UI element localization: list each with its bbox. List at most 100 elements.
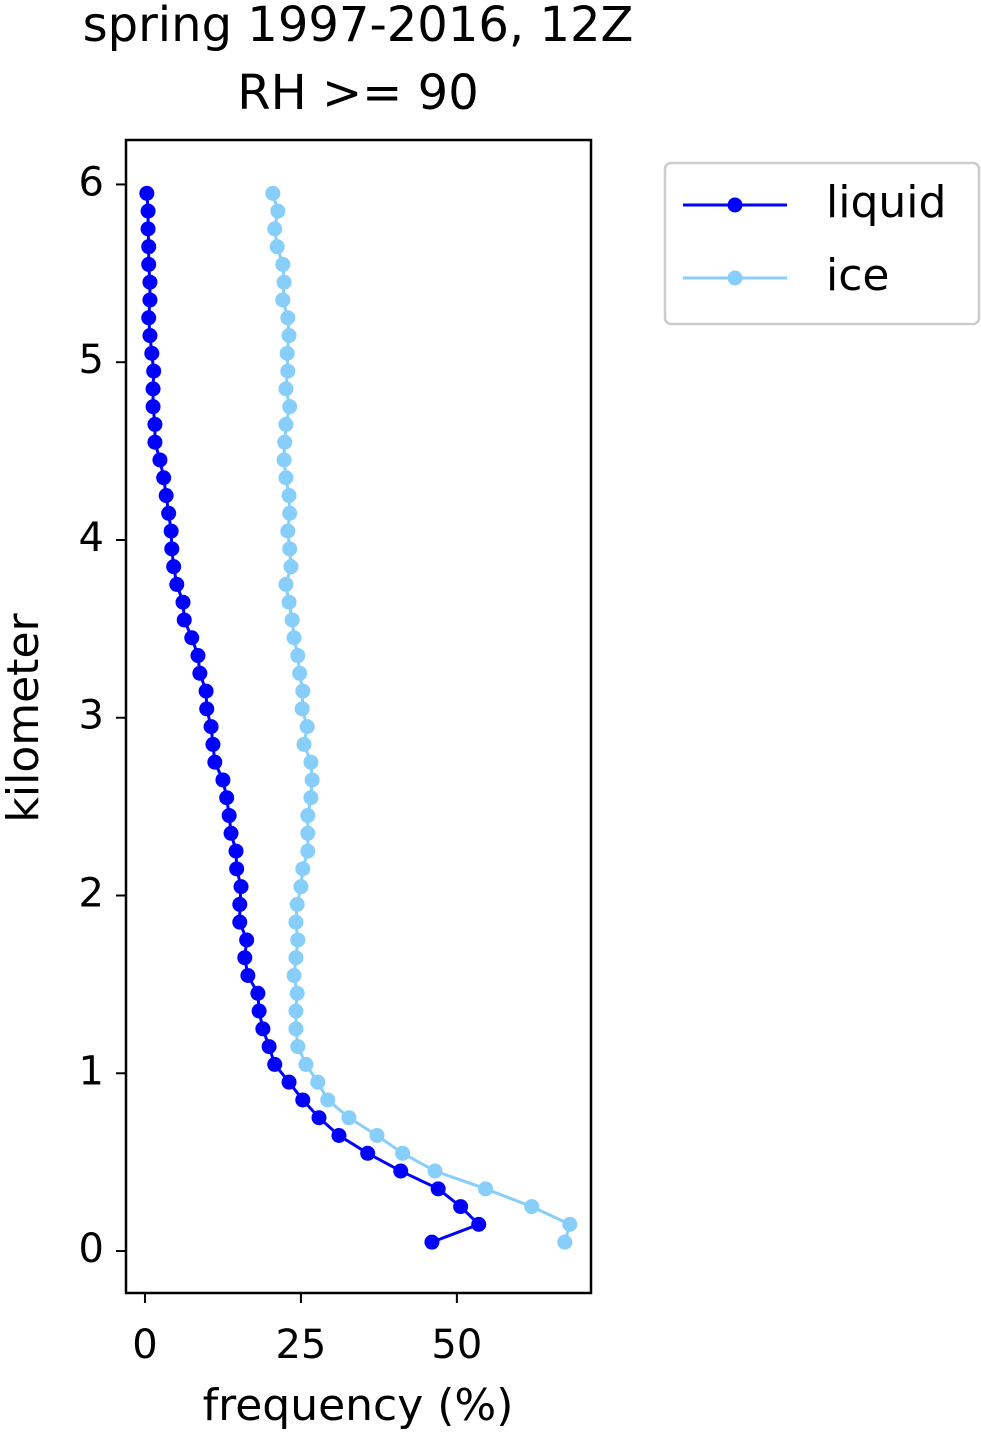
- data-point: [192, 665, 208, 681]
- data-point: [290, 1039, 306, 1055]
- x-tick-label: 25: [275, 1322, 326, 1368]
- data-point: [300, 825, 316, 841]
- y-tick-label: 1: [79, 1048, 104, 1094]
- data-point: [278, 416, 294, 432]
- data-point: [295, 683, 311, 699]
- data-point: [299, 719, 315, 735]
- data-point: [142, 328, 158, 344]
- data-point: [289, 985, 305, 1001]
- data-point: [175, 594, 191, 610]
- data-point: [141, 256, 157, 272]
- data-point: [430, 1181, 446, 1197]
- y-tick-label: 0: [79, 1226, 104, 1272]
- data-point: [156, 470, 172, 486]
- data-point: [295, 1092, 311, 1108]
- data-point: [240, 968, 256, 984]
- data-point: [140, 221, 156, 237]
- data-point: [294, 701, 310, 717]
- data-point: [239, 932, 255, 948]
- data-point: [141, 239, 157, 255]
- data-point: [281, 328, 297, 344]
- data-point: [424, 1234, 440, 1250]
- data-point: [145, 381, 161, 397]
- data-point: [250, 985, 266, 1001]
- data-point: [284, 612, 300, 628]
- data-point: [265, 185, 281, 201]
- data-point: [219, 790, 235, 806]
- plot-frame: [124, 138, 593, 1295]
- data-point: [282, 399, 298, 415]
- data-point: [255, 1021, 271, 1037]
- data-point: [166, 559, 182, 575]
- data-point: [221, 808, 237, 824]
- data-point: [289, 896, 305, 912]
- data-point: [147, 434, 163, 450]
- data-point: [471, 1216, 487, 1232]
- data-point: [286, 968, 302, 984]
- data-point: [281, 1074, 297, 1090]
- data-point: [145, 399, 161, 415]
- data-point: [207, 754, 223, 770]
- x-axis-label: frequency (%): [203, 1380, 514, 1431]
- data-point: [288, 1021, 304, 1037]
- data-point: [205, 736, 221, 752]
- data-point: [203, 719, 219, 735]
- data-point: [300, 808, 316, 824]
- data-point: [562, 1216, 578, 1232]
- legend-box: [663, 161, 981, 326]
- data-point: [198, 683, 214, 699]
- data-point: [267, 221, 283, 237]
- data-point: [369, 1127, 385, 1143]
- data-point: [278, 576, 294, 592]
- data-point: [275, 256, 291, 272]
- data-point: [304, 772, 320, 788]
- data-point: [478, 1181, 494, 1197]
- data-point: [282, 505, 298, 521]
- data-point: [176, 612, 192, 628]
- data-point: [393, 1163, 409, 1179]
- data-point: [163, 523, 179, 539]
- data-point: [142, 292, 158, 308]
- data-point: [223, 825, 239, 841]
- data-point: [152, 452, 168, 468]
- data-point: [279, 345, 295, 361]
- data-point: [142, 274, 158, 290]
- data-point: [276, 452, 292, 468]
- data-point: [303, 754, 319, 770]
- data-point: [295, 861, 311, 877]
- data-point: [233, 879, 249, 895]
- y-axis-label: kilometer: [0, 612, 49, 822]
- data-point: [276, 274, 292, 290]
- data-point: [278, 381, 294, 397]
- chart-title: RH >= 90: [237, 65, 478, 121]
- data-point: [303, 790, 319, 806]
- data-point: [281, 488, 297, 504]
- data-point: [331, 1127, 347, 1143]
- data-point: [215, 772, 231, 788]
- legend-marker: [727, 197, 743, 213]
- data-point: [141, 310, 157, 326]
- data-point: [228, 843, 244, 859]
- data-point: [251, 1003, 267, 1019]
- chart-title: spring 1997-2016, 12Z: [83, 0, 634, 53]
- data-point: [280, 363, 296, 379]
- data-point: [286, 630, 302, 646]
- data-point: [147, 416, 163, 432]
- data-point: [320, 1092, 336, 1108]
- data-point: [144, 345, 160, 361]
- data-point: [341, 1110, 357, 1126]
- data-point: [292, 665, 308, 681]
- data-point: [146, 363, 162, 379]
- data-point: [190, 648, 206, 664]
- data-point: [229, 861, 245, 877]
- data-point: [169, 576, 185, 592]
- data-point: [453, 1199, 469, 1215]
- y-tick-label: 5: [79, 337, 104, 383]
- data-point: [278, 470, 294, 486]
- data-point: [267, 1056, 283, 1072]
- data-point: [300, 843, 316, 859]
- data-point: [232, 896, 248, 912]
- data-point: [232, 914, 248, 930]
